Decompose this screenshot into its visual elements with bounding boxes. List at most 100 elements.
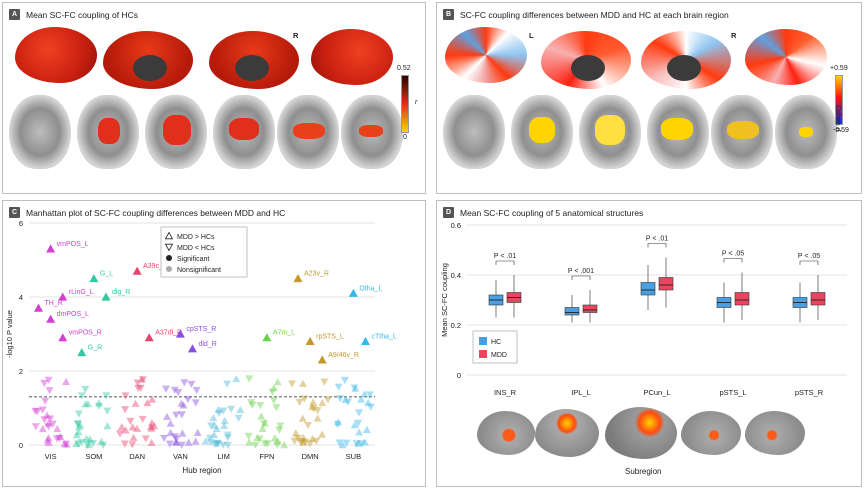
nonsignificant-marker [213,439,222,447]
nonsignificant-marker [354,439,363,447]
nonsignificant-marker [212,424,221,433]
nonsignificant-marker [273,377,282,386]
point-label: A7m_L [273,330,295,337]
nonsignificant-marker [295,398,304,407]
nonsignificant-marker [234,414,243,422]
panel-c: C Manhattan plot of SC-FC coupling diffe… [2,200,426,487]
x-tick-label: IPL_L [571,388,591,397]
panel-d-title: Mean SC-FC coupling of 5 anatomical stru… [460,207,644,218]
nonsignificant-marker [141,435,150,443]
boxplot-legend: HC MDD [472,330,518,364]
nonsignificant-marker [260,419,269,427]
nonsignificant-marker [171,433,180,441]
nonsignificant-marker [313,407,322,415]
significance-label: P < .05 [798,253,820,260]
significance-label: P < .01 [646,236,668,243]
nonsignificant-marker [301,438,310,446]
nonsignificant-marker [300,395,309,403]
legend-box [160,226,248,278]
x-tick-label: VAN [173,452,188,461]
panel-d-subregion-label: Subregion [625,467,662,476]
nonsignificant-marker [352,440,361,448]
nonsignificant-marker [74,428,83,436]
legend-gray-circle-icon [166,266,172,272]
brain-lateral-left [15,27,97,83]
panel-c-title: Manhattan plot of SC-FC coupling differe… [26,207,286,218]
point-label: A39c_L [143,263,167,270]
nonsignificant-marker [365,391,374,399]
nonsignificant-marker [133,379,142,387]
point-label: TH_R [45,300,63,307]
nonsignificant-marker [253,433,262,442]
y-tick-label: 0 [457,371,461,380]
nonsignificant-marker [291,429,300,437]
legend-swatch [479,350,487,358]
nonsignificant-marker [269,384,278,392]
y-axis-label: -log10 P value [5,310,14,358]
nonsignificant-marker [288,380,297,388]
nonsignificant-marker [245,438,254,446]
significant-marker [77,348,87,357]
nonsignificant-marker [131,399,140,407]
point-label: cTtha_L [371,333,396,340]
nonsignificant-marker [273,441,282,449]
nonsignificant-marker [275,426,284,434]
nonsignificant-marker [44,438,53,446]
nonsignificant-marker [74,420,83,428]
x-tick-label: PCun_L [643,388,670,397]
x-tick-label: DMN [302,452,319,461]
nonsignificant-marker [129,433,138,441]
legend-entry: Nonsignificant [177,267,221,274]
nonsignificant-marker [360,390,369,398]
nonsignificant-marker [209,413,218,422]
nonsignificant-marker [354,419,363,427]
point-label: A37dl_R [155,330,182,337]
nonsignificant-marker [33,408,42,416]
panel-d-header: D Mean SC-FC coupling of 5 anatomical st… [443,207,643,218]
nonsignificant-marker [86,435,95,443]
nonsignificant-marker [210,421,219,429]
nonsignificant-marker [206,438,215,447]
panel-b-header: B SC-FC coupling differences between MDD… [443,9,729,20]
brain-medial-right [209,31,299,89]
nonsignificant-marker [62,440,71,448]
nonsignificant-marker [312,437,321,445]
nonsignificant-marker [333,421,342,429]
nonsignificant-marker [223,380,232,388]
brain-b-medial-right-core [667,55,701,81]
legend-entry: Significant [177,256,209,263]
nonsignificant-marker [298,379,307,387]
nonsignificant-marker [247,399,256,407]
y-tick-label: 6 [19,219,23,228]
significant-marker [262,333,272,342]
subcortical-overlay-b6 [799,127,813,137]
significance-bracket [799,260,819,265]
nonsignificant-marker [270,434,279,442]
nonsignificant-marker [55,435,64,443]
panel-d: D Mean SC-FC coupling of 5 anatomical st… [436,200,862,487]
nonsignificant-marker [44,376,53,384]
nonsignificant-marker [81,385,90,394]
nonsignificant-marker [94,399,103,407]
nonsignificant-marker [178,429,187,437]
point-label: cpSTS_R [186,326,216,333]
nonsignificant-marker [308,403,317,411]
nonsignificant-marker [102,392,111,400]
x-tick-label: LIM [217,452,230,461]
brain-b-medial-right [641,31,731,89]
nonsignificant-marker [74,440,83,448]
nonsignificant-marker [272,404,281,412]
nonsignificant-marker [45,387,54,395]
nonsignificant-marker [177,399,186,407]
nonsignificant-marker [171,438,180,446]
nonsignificant-marker [38,424,47,433]
significant-marker [305,336,315,345]
x-tick-label: pSTS_L [719,388,746,397]
nonsignificant-marker [308,434,317,443]
nonsignificant-marker [336,395,345,403]
nonsignificant-marker [62,377,71,385]
panel-b-hemi-left: L [529,31,534,40]
box [734,292,750,306]
nonsignificant-marker [350,421,359,429]
nonsignificant-marker [184,438,193,446]
